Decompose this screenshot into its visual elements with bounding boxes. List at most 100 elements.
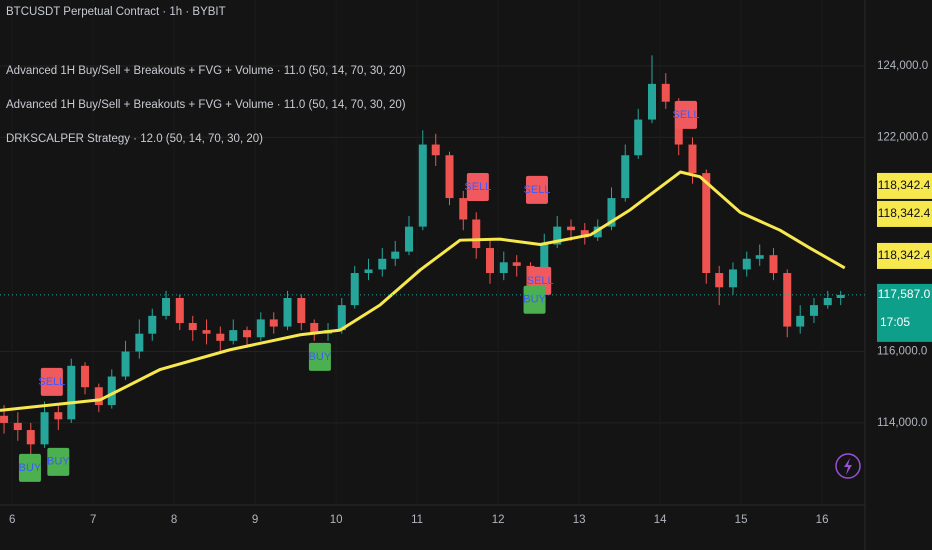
candle-body (418, 144, 427, 227)
candle-body (512, 262, 521, 266)
candle-body (459, 198, 468, 220)
candle-body (229, 330, 238, 341)
signal-label: SELL (527, 275, 554, 287)
candle-body (350, 273, 359, 306)
last-price-label: 117,587.0 (878, 287, 931, 301)
candle-body (40, 412, 49, 445)
candle-body (405, 226, 414, 252)
candle-body (607, 198, 616, 227)
candle-body (742, 258, 751, 270)
signal-label: SELL (524, 184, 551, 196)
candle-body (202, 330, 211, 334)
y-tick-label: 124,000.0 (877, 60, 928, 72)
candle-body (364, 269, 373, 274)
signal-label: SELL (673, 109, 700, 121)
candle-body (431, 144, 440, 156)
signal-label: BUY (47, 456, 70, 468)
candle-body (445, 155, 454, 199)
indicator-price-box (877, 172, 932, 199)
candle-body (755, 255, 764, 259)
candle-body (634, 119, 643, 156)
countdown: 17:05 (880, 315, 910, 329)
indicator-label: DRKSCALPER Strategy · 12.0 (50, 14, 70, … (6, 133, 263, 145)
candle-body (54, 412, 63, 420)
candle-body (836, 294, 845, 299)
candle-body (107, 376, 116, 406)
last-price-box (877, 283, 932, 342)
x-tick-label: 15 (735, 514, 748, 526)
candle-body (283, 298, 292, 327)
candle-body (472, 219, 481, 249)
candle-body (269, 319, 278, 327)
candle-body (728, 269, 737, 288)
x-tick-label: 16 (816, 514, 829, 526)
alert-icon-bolt (844, 458, 852, 475)
indicator-label: Advanced 1H Buy/Sell + Breakouts + FVG +… (6, 65, 406, 77)
candle-body (297, 298, 306, 323)
candle-body (175, 298, 184, 323)
candle-body (26, 430, 35, 445)
alert-icon[interactable] (835, 453, 861, 479)
y-tick-label: 122,000.0 (877, 131, 928, 143)
candle-body (391, 251, 400, 259)
candle-body (148, 315, 157, 334)
indicator-price-label: 118,342.4 (878, 178, 931, 192)
candle-body (162, 298, 171, 316)
candle-body (661, 83, 670, 102)
x-tick-label: 10 (330, 514, 343, 526)
x-tick-label: 6 (9, 514, 15, 526)
candle-body (486, 248, 495, 274)
x-tick-label: 7 (90, 514, 96, 526)
candle-body (796, 315, 805, 327)
indicator-price-box (877, 242, 932, 269)
candle-body (188, 322, 197, 331)
candle-body (243, 330, 252, 338)
candle-body (256, 319, 265, 338)
signal-box (47, 447, 70, 476)
signal-box (308, 342, 331, 371)
candle-body (647, 83, 656, 120)
x-tick-label: 13 (573, 514, 586, 526)
candle-body (94, 387, 103, 406)
candle-body (13, 422, 22, 431)
candle-body (715, 273, 724, 288)
candle-body (553, 226, 562, 245)
candle-body (216, 333, 225, 341)
candle-body (310, 322, 319, 334)
candle-body (337, 305, 346, 331)
candle-body (135, 333, 144, 352)
candle-body (67, 365, 76, 420)
indicator-label: Advanced 1H Buy/Sell + Breakouts + FVG +… (6, 99, 406, 111)
signal-box (675, 100, 698, 129)
x-tick-label: 8 (171, 514, 177, 526)
candle-body (540, 244, 549, 288)
signal-label: BUY (523, 294, 546, 306)
candle-body (81, 365, 90, 388)
signal-box (18, 453, 41, 482)
signal-box (523, 285, 546, 314)
candle-body (769, 255, 778, 274)
indicator-price-label: 118,342.4 (878, 248, 931, 262)
x-tick-label: 11 (411, 514, 423, 526)
signal-label: SELL (38, 376, 65, 388)
candle-body (0, 415, 9, 423)
signal-box (466, 173, 489, 202)
indicator-price-label: 118,342.4 (878, 206, 931, 220)
candle-body (783, 273, 792, 327)
moving-average (0, 170, 846, 412)
y-tick-label: 116,000.0 (877, 346, 927, 358)
signal-label: SELL (464, 181, 491, 193)
candle-body (823, 298, 832, 306)
candle-body (688, 144, 697, 174)
candle-body (809, 305, 818, 316)
signal-box (525, 175, 548, 204)
x-tick-label: 12 (492, 514, 505, 526)
y-tick-label: 114,000.0 (877, 417, 927, 429)
x-tick-label: 9 (252, 514, 258, 526)
chart-title: BTCUSDT Perpetual Contract · 1h · BYBIT (6, 6, 226, 18)
candle-body (499, 262, 508, 274)
candle-body (121, 351, 130, 377)
